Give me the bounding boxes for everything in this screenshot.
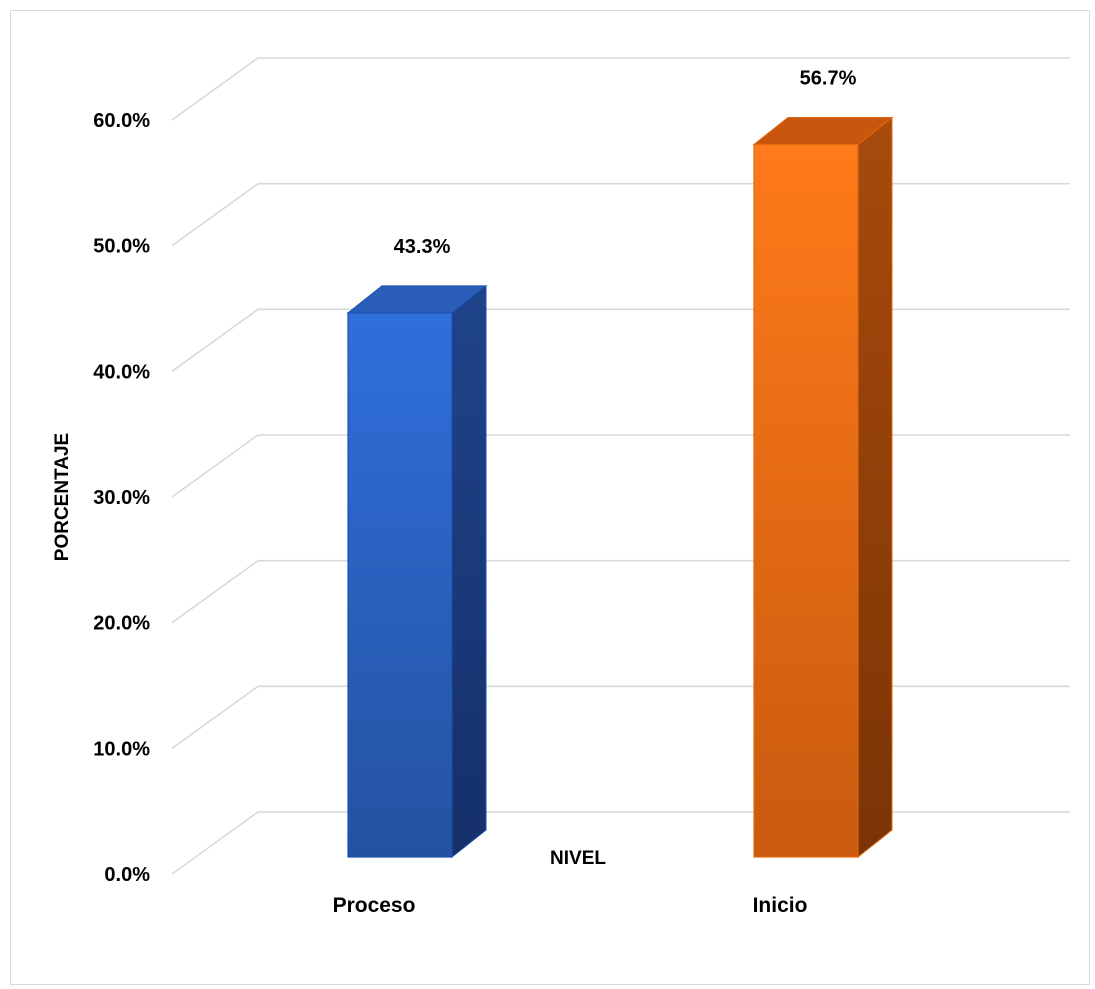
y-axis-title: PORCENTAJE xyxy=(52,433,73,561)
y-tick-label: 40.0% xyxy=(93,361,150,383)
gridline xyxy=(171,182,1070,247)
gridlines xyxy=(171,57,1070,875)
category-labels: Proceso Inicio xyxy=(333,894,808,917)
gridline xyxy=(171,308,1070,372)
x-axis-title: NIVEL xyxy=(550,848,606,869)
category-label: Inicio xyxy=(753,894,808,917)
bar-top-face xyxy=(346,285,488,314)
y-tick-label: 10.0% xyxy=(93,738,150,760)
gridline xyxy=(171,434,1070,498)
gridline xyxy=(171,559,1070,624)
y-tick-label: 30.0% xyxy=(93,487,150,509)
bar-side-face xyxy=(451,284,487,859)
bar-front-face xyxy=(347,312,453,858)
y-axis-ticks: 0.0% 10.0% 20.0% 30.0% 40.0% 50.0% 60.0% xyxy=(93,110,150,886)
bar-side-face xyxy=(857,116,893,859)
bar-front-face xyxy=(753,143,859,858)
data-label: 43.3% xyxy=(394,236,451,258)
bar-proceso xyxy=(346,284,488,859)
gridline xyxy=(171,57,1070,121)
y-tick-label: 0.0% xyxy=(104,864,150,886)
gridline xyxy=(171,685,1070,749)
chart-frame xyxy=(10,10,1090,985)
gridline xyxy=(171,811,1070,875)
y-tick-label: 20.0% xyxy=(93,613,150,635)
bars xyxy=(346,116,894,859)
data-labels: 43.3% 56.7% xyxy=(394,67,857,257)
bar-inicio xyxy=(752,116,894,859)
y-tick-label: 50.0% xyxy=(93,236,150,258)
y-tick-label: 60.0% xyxy=(93,110,150,132)
bar-top-face xyxy=(752,116,894,145)
category-label: Proceso xyxy=(333,894,416,917)
data-label: 56.7% xyxy=(800,67,857,89)
